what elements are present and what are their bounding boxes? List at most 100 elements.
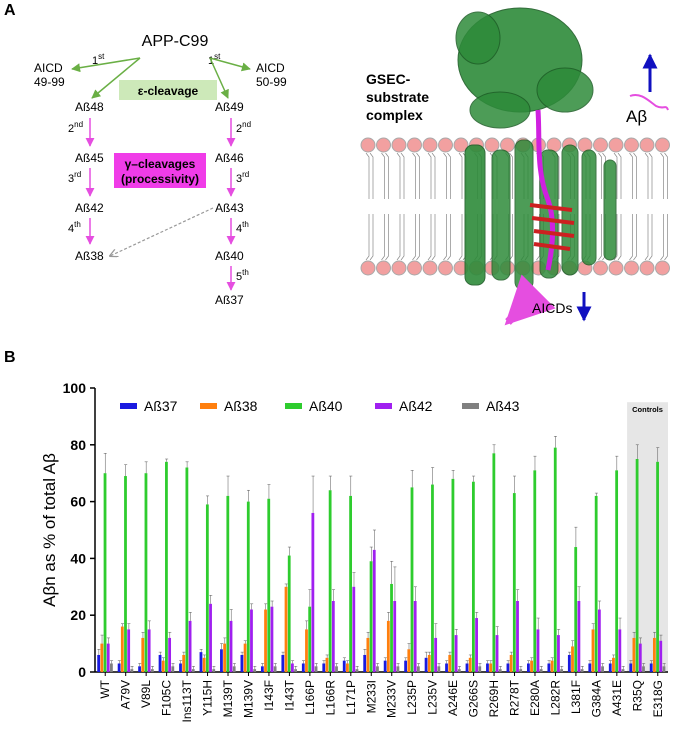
gsec-illustration: GSEC- substrate complex bbox=[360, 7, 670, 326]
epsilon-cleavage-label: ε-cleavage bbox=[138, 84, 199, 98]
bar-A40-L166P bbox=[308, 606, 312, 672]
bar-A40-L171P bbox=[349, 495, 352, 672]
bar-A42-G384A bbox=[597, 609, 601, 672]
x-tick-label: I143T bbox=[282, 679, 296, 710]
bar-A43-F105C bbox=[171, 666, 175, 672]
bar-A37-V89L bbox=[138, 666, 141, 672]
legend-label: Aß42 bbox=[399, 398, 433, 414]
x-tick-label: Ins113T bbox=[180, 679, 194, 722]
lipid-tail bbox=[629, 214, 633, 261]
x-tick-label: F105C bbox=[160, 680, 174, 716]
aicd-left-line2: 49-99 bbox=[34, 75, 65, 89]
bar-A42-WT bbox=[106, 643, 110, 672]
bar-A40-L235V bbox=[431, 484, 434, 672]
controls-label: Controls bbox=[632, 405, 663, 414]
lipid-tail bbox=[660, 152, 664, 199]
lipid-tail bbox=[396, 152, 401, 199]
x-tick-label: L166R bbox=[323, 680, 337, 716]
bar-A37-E318G bbox=[649, 663, 653, 672]
bar-A42-L235V bbox=[434, 637, 438, 672]
bar-A43-I143F bbox=[273, 666, 277, 672]
bar-A37-WT bbox=[97, 654, 101, 672]
bar-A43-G266S bbox=[478, 666, 482, 672]
abeta-label: Aβ bbox=[626, 107, 647, 126]
substrate-helix bbox=[535, 109, 556, 271]
bar-A43-L166R bbox=[335, 666, 338, 672]
lipid-head-bottom bbox=[655, 260, 670, 276]
gamma-cleavages-line1: γ–cleavages bbox=[125, 157, 196, 171]
lipid-tail bbox=[416, 214, 420, 261]
bar-A43-L235V bbox=[437, 666, 441, 672]
cleavage-helix bbox=[529, 203, 575, 251]
lipid-tail bbox=[431, 214, 436, 261]
bar-A42-A79V bbox=[127, 629, 131, 672]
bar-A37-E280A bbox=[527, 663, 530, 672]
bar-A38-I143T bbox=[284, 586, 288, 672]
lipid-tail bbox=[633, 152, 637, 199]
x-tick-label: E280A bbox=[528, 680, 542, 716]
lipid-tail bbox=[381, 214, 385, 261]
y-tick-label: 20 bbox=[70, 607, 86, 623]
legend-label: Aß37 bbox=[144, 398, 178, 414]
legend-swatch bbox=[200, 403, 217, 409]
x-tick-label: I143F bbox=[262, 680, 276, 711]
lipid-head-top bbox=[407, 137, 422, 153]
lipid-tail bbox=[447, 152, 451, 199]
bar-A40-E280A bbox=[533, 470, 537, 672]
lipid-tail bbox=[443, 214, 447, 261]
bar-A43-I143T bbox=[294, 669, 297, 672]
left-path-ab48: Aß48 bbox=[75, 100, 104, 114]
lipid-head-top bbox=[593, 137, 608, 153]
gsec-protein bbox=[455, 7, 617, 291]
right-path-ab43: Aß43 bbox=[215, 201, 244, 215]
bar-A37-L171P bbox=[342, 660, 346, 672]
bar-A38-WT bbox=[100, 643, 104, 672]
lipid-head-top bbox=[422, 137, 438, 153]
x-tick-label: G384A bbox=[589, 680, 603, 717]
lipid-head-top bbox=[639, 137, 655, 153]
lipid-tail bbox=[400, 152, 405, 199]
lipid-head-bottom bbox=[438, 260, 453, 276]
lipid-tail bbox=[613, 152, 618, 199]
bar-A40-L282R bbox=[553, 447, 557, 672]
bar-A43-G384A bbox=[601, 666, 604, 672]
lipid-tail bbox=[381, 152, 385, 199]
step-label-right-5: 5th bbox=[236, 268, 249, 283]
x-tick-label: WT bbox=[98, 679, 112, 698]
bar-A37-Y115H bbox=[199, 652, 203, 672]
complex-label-line2: substrate bbox=[366, 89, 429, 105]
legend-swatch bbox=[462, 403, 479, 409]
bar-A42-Ins113T bbox=[188, 620, 192, 672]
controls-shading bbox=[627, 402, 668, 672]
bar-A42-I143F bbox=[270, 606, 274, 672]
y-tick-label: 60 bbox=[70, 494, 86, 510]
bar-A43-L171P bbox=[355, 669, 359, 672]
bar-A37-M139T bbox=[220, 649, 223, 672]
step-label-right-4: 4th bbox=[236, 220, 249, 235]
bar-A38-M139T bbox=[223, 643, 227, 672]
left-path-ab42: Aß42 bbox=[75, 201, 104, 215]
x-tick-label: L381F bbox=[569, 680, 583, 714]
bar-A38-L282R bbox=[550, 660, 554, 672]
lipid-head-bottom bbox=[360, 260, 376, 276]
lipid-tail bbox=[644, 214, 649, 261]
bar-A42-E280A bbox=[536, 629, 540, 672]
aicds-label: AICDs bbox=[532, 300, 572, 316]
lipid-head-top bbox=[453, 137, 469, 153]
lipid-tail bbox=[648, 214, 653, 261]
bar-A38-R269H bbox=[489, 663, 493, 672]
x-tick-label: M233V bbox=[385, 680, 399, 718]
bar-A38-L166P bbox=[305, 629, 308, 672]
bar-A42-V89L bbox=[147, 629, 151, 672]
bar-A42-L235P bbox=[413, 601, 417, 672]
left-path-ab38: Aß38 bbox=[75, 249, 104, 263]
bar-A38-E318G bbox=[652, 637, 656, 672]
lipid-tail bbox=[400, 214, 405, 261]
right-path-ab49: Aß49 bbox=[215, 100, 244, 114]
lipid-tail bbox=[660, 214, 664, 261]
bar-A37-L166P bbox=[301, 663, 305, 672]
bar-A40-I143T bbox=[287, 555, 291, 672]
bar-A40-M139T bbox=[226, 495, 230, 672]
x-tick-label: M139V bbox=[241, 680, 255, 718]
chart-area: Controls 0 20 40 60 80 100 Aβn as % of total Aβ… bbox=[40, 380, 668, 722]
